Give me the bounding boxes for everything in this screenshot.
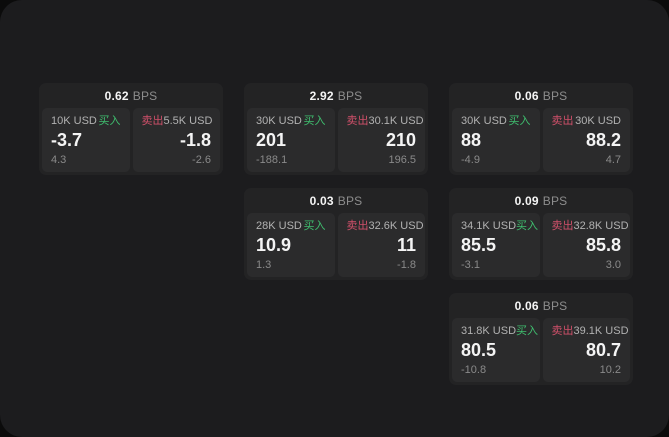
bps-value: 0.03 (309, 193, 334, 208)
quote-card-1: 0.62 BPS 10K USD 买入 -3.7 4.3 卖出 5.5K USD (39, 83, 223, 175)
buy-side-label: 买入 (516, 220, 539, 232)
buy-notional: 30K USD (461, 115, 507, 127)
buy-price: 80.5 (461, 340, 497, 360)
sell-panel[interactable]: 卖出 39.1K USD 80.7 10.2 (542, 318, 630, 382)
bps-header: 0.62 BPS (39, 83, 223, 108)
bps-value: 0.62 (104, 88, 129, 103)
buy-notional: 28K USD (256, 220, 302, 232)
bps-header: 0.06 BPS (449, 83, 633, 108)
bps-header: 2.92 BPS (244, 83, 428, 108)
sell-panel[interactable]: 卖出 30K USD 88.2 4.7 (542, 108, 630, 172)
sell-side-label: 卖出 (346, 115, 369, 127)
bps-header: 0.06 BPS (449, 293, 633, 318)
quote-card-body: 34.1K USD 买入 85.5 -3.1 卖出 32.8K USD 85.8… (449, 213, 633, 280)
sell-price: -1.8 (179, 130, 211, 150)
bps-value: 0.06 (514, 88, 539, 103)
sell-panel[interactable]: 卖出 5.5K USD -1.8 -2.6 (132, 108, 220, 172)
bps-unit-label: BPS (337, 88, 363, 103)
sell-panel[interactable]: 卖出 32.6K USD 11 -1.8 (337, 213, 425, 277)
buy-price: 88 (461, 130, 482, 150)
sell-side-label: 卖出 (141, 115, 164, 127)
bps-unit-label: BPS (132, 88, 158, 103)
sell-delta: 4.7 (605, 154, 621, 166)
sell-delta: 196.5 (388, 154, 416, 166)
quote-card-5: 0.09 BPS 34.1K USD 买入 85.5 -3.1 卖出 32.8K… (449, 188, 633, 280)
sell-price: 210 (385, 130, 416, 150)
sell-price: 11 (396, 235, 416, 255)
buy-panel[interactable]: 34.1K USD 买入 85.5 -3.1 (452, 213, 540, 277)
sell-side-label: 卖出 (346, 220, 369, 232)
sell-price: 88.2 (585, 130, 621, 150)
buy-side-label: 买入 (98, 115, 121, 127)
buy-side-label: 买入 (516, 325, 539, 337)
buy-notional: 34.1K USD (461, 220, 517, 232)
buy-panel[interactable]: 30K USD 买入 201 -188.1 (247, 108, 335, 172)
buy-panel[interactable]: 28K USD 买入 10.9 1.3 (247, 213, 335, 277)
buy-price: 85.5 (461, 235, 497, 255)
quote-card-body: 10K USD 买入 -3.7 4.3 卖出 5.5K USD -1.8 -2.… (39, 108, 223, 175)
buy-side-label: 买入 (303, 115, 326, 127)
quote-card-body: 28K USD 买入 10.9 1.3 卖出 32.6K USD 11 -1.8 (244, 213, 428, 280)
sell-delta: -2.6 (192, 154, 211, 166)
sell-notional: 32.6K USD (368, 220, 424, 232)
sell-notional: 30K USD (575, 115, 621, 127)
buy-delta: -188.1 (256, 154, 288, 166)
sell-side-label: 卖出 (551, 325, 574, 337)
bps-unit-label: BPS (542, 298, 568, 313)
quote-card-body: 30K USD 买入 201 -188.1 卖出 30.1K USD 210 1… (244, 108, 428, 175)
sell-notional: 39.1K USD (573, 325, 629, 337)
sell-price: 85.8 (585, 235, 621, 255)
bps-value: 2.92 (309, 88, 334, 103)
sell-side-label: 卖出 (551, 115, 574, 127)
bps-value: 0.06 (514, 298, 539, 313)
quote-card-3: 0.06 BPS 30K USD 买入 88 -4.9 卖出 30K USD (449, 83, 633, 175)
quote-card-body: 30K USD 买入 88 -4.9 卖出 30K USD 88.2 4.7 (449, 108, 633, 175)
quote-card-body: 31.8K USD 买入 80.5 -10.8 卖出 39.1K USD 80.… (449, 318, 633, 385)
sell-notional: 5.5K USD (163, 115, 213, 127)
sell-delta: -1.8 (397, 259, 416, 271)
sell-delta: 3.0 (605, 259, 621, 271)
sell-side-label: 卖出 (551, 220, 574, 232)
sell-panel[interactable]: 卖出 32.8K USD 85.8 3.0 (542, 213, 630, 277)
bps-unit-label: BPS (337, 193, 363, 208)
sell-notional: 32.8K USD (573, 220, 629, 232)
sell-price: 80.7 (585, 340, 621, 360)
sell-panel[interactable]: 卖出 30.1K USD 210 196.5 (337, 108, 425, 172)
buy-price: 201 (256, 130, 287, 150)
buy-delta: 4.3 (51, 154, 67, 166)
buy-notional: 31.8K USD (461, 325, 517, 337)
buy-delta: -4.9 (461, 154, 480, 166)
bps-value: 0.09 (514, 193, 539, 208)
buy-price: -3.7 (51, 130, 83, 150)
sell-delta: 10.2 (599, 364, 621, 376)
buy-delta: -10.8 (461, 364, 487, 376)
buy-price: 10.9 (256, 235, 292, 255)
buy-delta: 1.3 (256, 259, 272, 271)
buy-delta: -3.1 (461, 259, 480, 271)
quote-card-4: 0.03 BPS 28K USD 买入 10.9 1.3 卖出 32.6K US… (244, 188, 428, 280)
buy-side-label: 买入 (303, 220, 326, 232)
buy-panel[interactable]: 10K USD 买入 -3.7 4.3 (42, 108, 130, 172)
quote-card-2: 2.92 BPS 30K USD 买入 201 -188.1 卖出 30.1K … (244, 83, 428, 175)
bps-unit-label: BPS (542, 193, 568, 208)
buy-side-label: 买入 (508, 115, 531, 127)
buy-notional: 10K USD (51, 115, 97, 127)
buy-panel[interactable]: 31.8K USD 买入 80.5 -10.8 (452, 318, 540, 382)
buy-panel[interactable]: 30K USD 买入 88 -4.9 (452, 108, 540, 172)
bps-header: 0.03 BPS (244, 188, 428, 213)
bps-header: 0.09 BPS (449, 188, 633, 213)
bps-unit-label: BPS (542, 88, 568, 103)
sell-notional: 30.1K USD (368, 115, 424, 127)
buy-notional: 30K USD (256, 115, 302, 127)
quote-card-6: 0.06 BPS 31.8K USD 买入 80.5 -10.8 卖出 39.1… (449, 293, 633, 385)
